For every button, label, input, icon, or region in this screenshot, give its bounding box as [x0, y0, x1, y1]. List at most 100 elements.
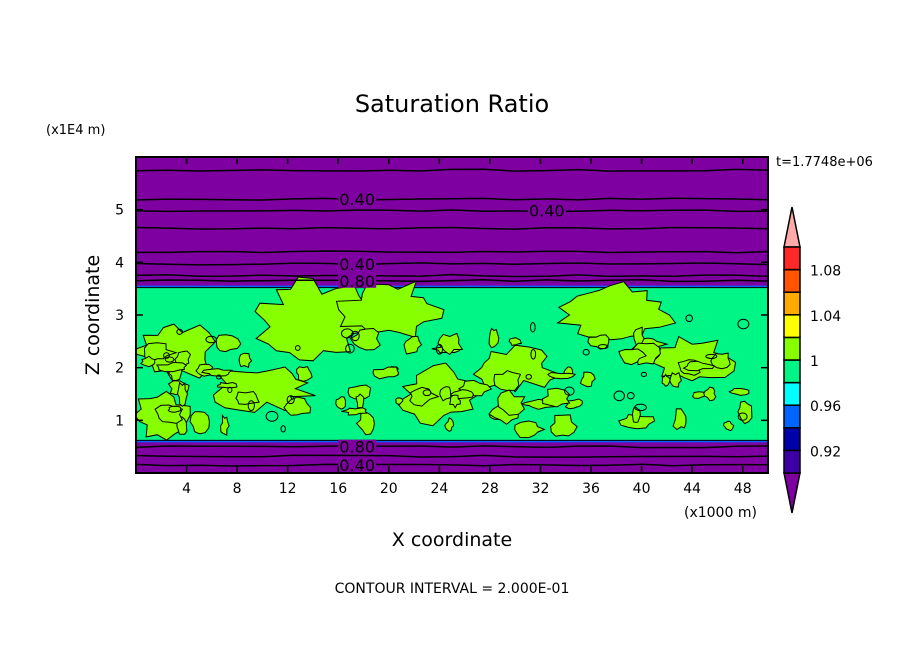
- y-tick-label: 4: [115, 255, 124, 271]
- supersaturated-region: [372, 366, 400, 380]
- colorbar-tick-label: 1.08: [810, 264, 841, 280]
- contour-label-bg: [338, 256, 377, 271]
- contour-line: [136, 445, 768, 449]
- colorbar-tick-label: 0.92: [810, 444, 841, 460]
- supersaturated-region: [155, 361, 188, 373]
- supersaturated-region: [143, 342, 178, 364]
- x-tick-label: 40: [633, 481, 651, 497]
- supersaturated-region: [395, 397, 404, 405]
- x-tick-label: 16: [329, 481, 347, 497]
- small-contour: [737, 412, 748, 421]
- supersaturated-region: [238, 352, 253, 368]
- supersaturated-region: [703, 386, 717, 402]
- contour-line: [136, 209, 768, 213]
- contour-line: [136, 197, 768, 201]
- supersaturated-region: [167, 405, 182, 413]
- supersaturated-region: [176, 381, 189, 407]
- supersaturated-region: [550, 414, 578, 437]
- contour-label: 0.80: [339, 272, 375, 291]
- chart-title: Saturation Ratio: [355, 90, 549, 118]
- y-tick-label: 1: [115, 413, 124, 429]
- supersaturated-region: [215, 334, 242, 353]
- contour-line: [136, 273, 768, 278]
- contour-label-bg: [338, 192, 377, 207]
- small-contour: [350, 330, 360, 342]
- colorbar-swatch: [783, 381, 801, 406]
- small-contour: [634, 403, 647, 412]
- x-tick-label: 32: [532, 481, 550, 497]
- contour-line: [136, 463, 768, 467]
- colorbar: 0.92 0.96 1 1.04 1.08: [783, 206, 841, 514]
- x-tick-label: 4: [182, 481, 191, 497]
- x-tick-label: 24: [430, 481, 448, 497]
- supersaturated-region: [140, 355, 156, 368]
- y-tick-label: 5: [115, 203, 124, 219]
- small-contour: [345, 343, 355, 354]
- small-contour: [422, 389, 432, 397]
- supersaturated-region: [514, 420, 546, 439]
- contour-label: 0.40: [339, 255, 375, 274]
- colorbar-swatch: [783, 449, 801, 474]
- colorbar-tick-label: 1: [810, 354, 819, 370]
- y-tick-label: 2: [115, 361, 124, 377]
- supersaturated-region: [579, 371, 596, 388]
- small-contour: [164, 356, 175, 363]
- contour-label: 0.40: [339, 190, 375, 209]
- small-contour: [280, 425, 286, 433]
- supersaturated-region: [444, 417, 455, 432]
- small-contour: [597, 344, 609, 350]
- small-contour: [341, 328, 354, 339]
- contour-label: 0.40: [339, 456, 375, 475]
- supersaturated-region: [672, 408, 687, 431]
- time-label: t=1.7748e+06: [776, 155, 873, 170]
- small-contour: [247, 400, 255, 412]
- contour-line: [136, 262, 768, 266]
- small-contour: [286, 395, 295, 405]
- supersaturated-region: [216, 381, 238, 389]
- supersaturated-region: [508, 337, 523, 346]
- small-contour: [685, 314, 693, 323]
- small-contour: [582, 348, 590, 356]
- x-tick-label: 44: [683, 481, 701, 497]
- contour-line: [136, 454, 768, 458]
- x-axis-label: X coordinate: [392, 529, 512, 551]
- y-unit-label: (x1E4 m): [46, 123, 105, 138]
- supersaturated-region: [497, 389, 526, 416]
- supersaturated-region: [296, 366, 313, 382]
- supersaturated-region: [723, 420, 735, 432]
- colorbar-swatch: [783, 291, 801, 316]
- supersaturated-region: [409, 386, 440, 407]
- supersaturated-region: [669, 371, 682, 388]
- contour-label-bg: [338, 273, 377, 288]
- small-contour: [737, 318, 750, 330]
- colorbar-swatch: [783, 427, 801, 452]
- small-contour: [294, 345, 301, 351]
- contour-interval-footer: CONTOUR INTERVAL = 2.000E-01: [335, 581, 570, 597]
- supersaturated-region: [547, 371, 577, 380]
- supersaturated-region: [728, 388, 750, 396]
- small-contour: [525, 374, 533, 380]
- colorbar-swatch: [783, 404, 801, 429]
- x-tick-label: 36: [582, 481, 600, 497]
- y-tick-label: 3: [115, 308, 124, 324]
- supersaturated-region: [347, 384, 372, 400]
- supersaturated-region: [201, 368, 234, 377]
- contour-label: 0.40: [529, 202, 565, 221]
- supersaturated-region: [449, 394, 461, 409]
- supersaturated-region: [682, 360, 715, 372]
- y-axis-label: Z coordinate: [82, 255, 104, 375]
- contour-label-bg: [338, 458, 377, 473]
- x-tick-label: 8: [233, 481, 242, 497]
- supersaturated-region: [488, 327, 500, 349]
- supersaturated-region: [189, 411, 210, 435]
- x-tick-label: 48: [734, 481, 752, 497]
- colorbar-swatch: [783, 359, 801, 384]
- supersaturated-region: [661, 373, 671, 387]
- supersaturated-region: [283, 396, 312, 416]
- colorbar-swatch: [783, 314, 801, 339]
- small-contour: [613, 390, 625, 402]
- small-contour: [626, 392, 635, 400]
- supersaturated-region: [710, 352, 731, 370]
- x-unit-label: (x1000 m): [684, 505, 757, 521]
- colorbar-swatch: [783, 246, 801, 271]
